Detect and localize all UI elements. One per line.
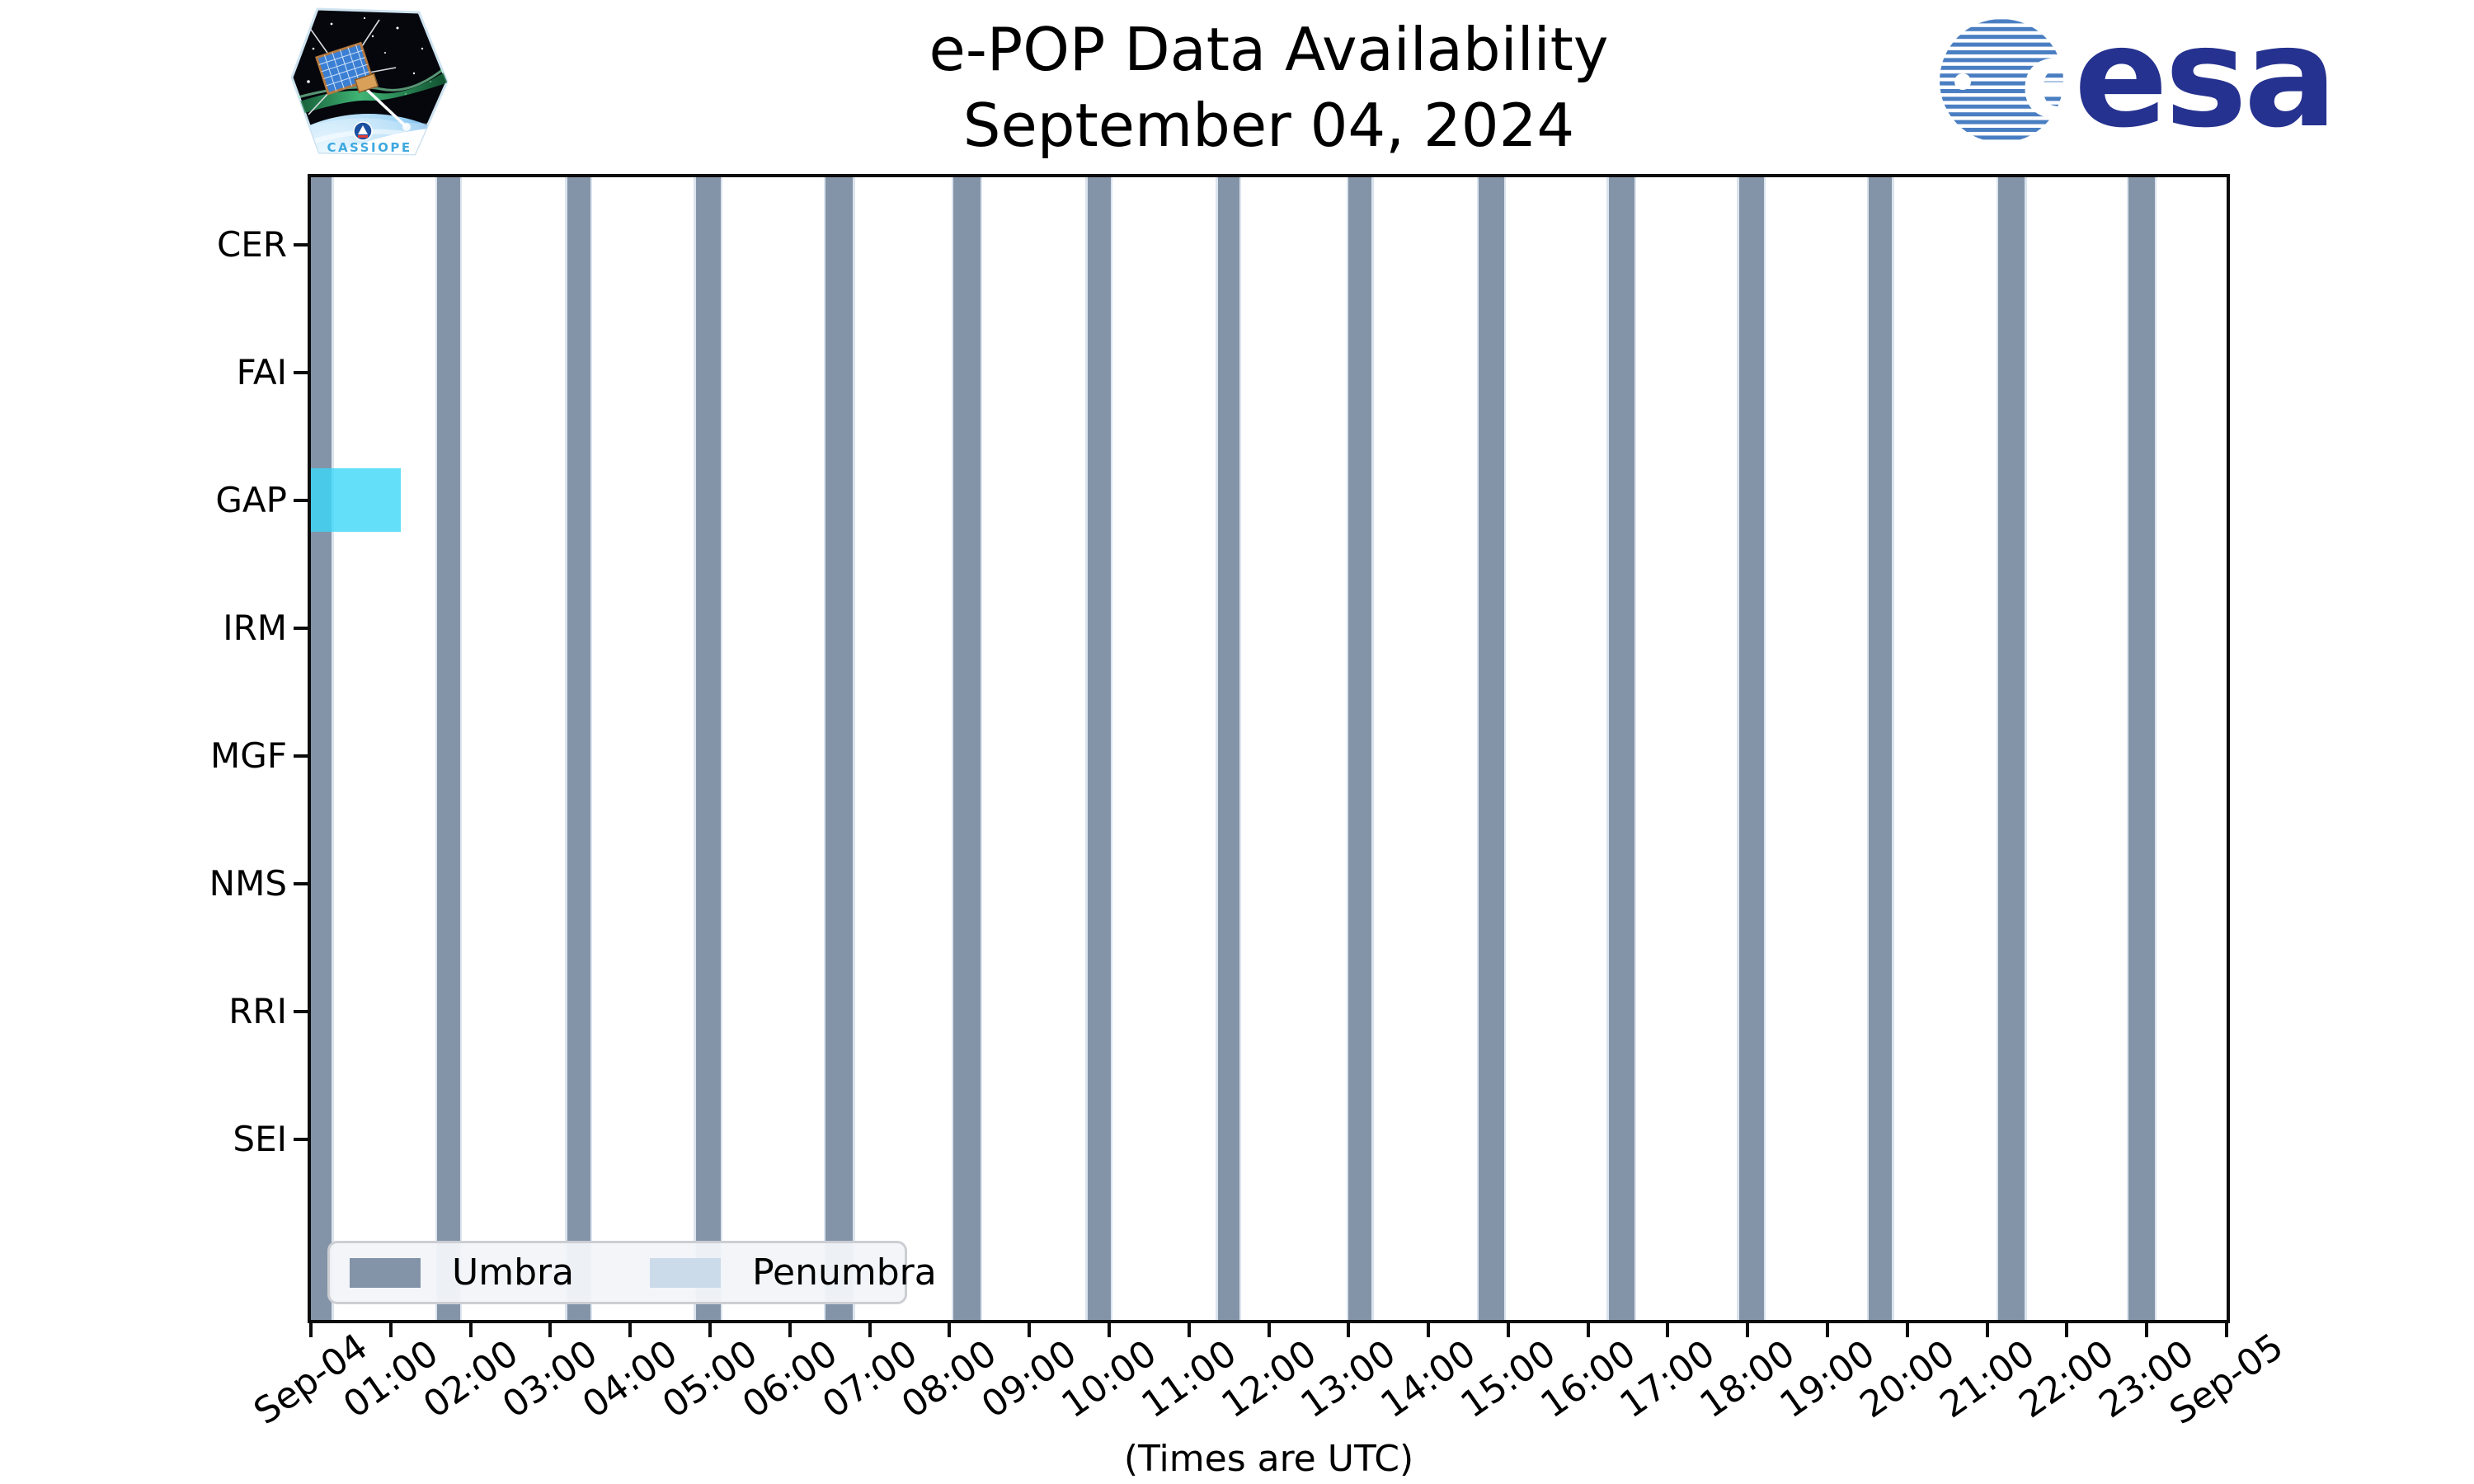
x-tick-label: 11:00 [1134,1331,1244,1427]
x-tick [2225,1323,2228,1337]
legend: Umbra Penumbra [327,1241,937,1304]
cassiope-mission-patch: CASSIOPE [290,3,449,165]
y-tick-label: GAP [215,479,287,520]
x-tick [1187,1323,1191,1337]
y-tick [294,1009,308,1013]
x-tick-label: 10:00 [1054,1331,1164,1427]
x-tick [708,1323,712,1337]
umbra-label: Umbra [452,1252,575,1294]
x-tick-label: 05:00 [655,1331,765,1427]
x-tick [1666,1323,1670,1337]
x-tick [1746,1323,1750,1337]
umbra-band [436,177,460,1320]
chart-title-line2: September 04, 2024 [962,91,1575,160]
x-tick [468,1323,473,1337]
y-tick-label: NMS [209,862,287,904]
umbra-band [1608,177,1634,1320]
x-tick [1347,1323,1351,1337]
x-tick [1427,1323,1431,1337]
penumbra-swatch [650,1257,722,1288]
umbra-band [311,177,332,1320]
x-tick [2065,1323,2069,1337]
chart-title: e-POP Data Availability September 04, 20… [311,12,2227,163]
y-tick-label: FAI [236,351,287,392]
umbra-band [1087,177,1111,1320]
cassiope-patch-icon: CASSIOPE [290,7,449,156]
x-tick [1506,1323,1510,1337]
x-tick-label: 19:00 [1772,1331,1883,1427]
plot-area: Umbra Penumbra [308,174,2230,1323]
x-axis-label: (Times are UTC) [1123,1438,1414,1480]
x-tick [948,1323,952,1337]
x-tick [309,1323,313,1337]
x-tick [1028,1323,1032,1337]
x-tick [2145,1323,2149,1337]
y-tick-label: CER [216,223,287,265]
umbra-band [953,177,981,1320]
esa-globe-icon: e [1940,19,2092,143]
x-tick [868,1323,872,1337]
umbra-band [1217,177,1239,1320]
legend-entry-penumbra: Penumbra [650,1252,937,1294]
y-tick [294,242,308,247]
y-tick-label: RRI [228,990,287,1031]
y-tick [294,498,308,502]
x-tick [1267,1323,1271,1337]
umbra-band [1869,177,1893,1320]
y-tick-label: IRM [223,607,287,648]
umbra-band [1998,177,2025,1320]
y-tick-label: SEI [233,1118,287,1159]
x-tick [388,1323,393,1337]
umbra-band [825,177,854,1320]
y-tick-label: MGF [210,735,287,776]
y-tick [294,370,308,374]
x-tick-label: 06:00 [735,1331,845,1427]
x-tick [1586,1323,1590,1337]
chart-title-line1: e-POP Data Availability [929,15,1609,84]
umbra-band [567,177,590,1320]
umbra-band [1348,177,1372,1320]
y-tick [294,626,308,630]
esa-logo-text: esa [2074,0,2337,158]
y-tick [294,1137,308,1141]
esa-globe-e: e [2020,20,2092,143]
x-tick [1107,1323,1111,1337]
x-tick [1985,1323,1989,1337]
umbra-band [1738,177,1764,1320]
esa-logo: e esa [1938,0,2337,158]
cassiope-patch-label: CASSIOPE [327,140,412,155]
x-tick [1826,1323,1830,1337]
legend-entry-umbra: Umbra [350,1252,574,1294]
x-tick-label: 15:00 [1453,1331,1564,1427]
penumbra-label: Penumbra [752,1252,937,1294]
y-tick [294,754,308,758]
eclipse-bands-layer [311,177,2227,1320]
x-tick [548,1323,553,1337]
y-tick [294,881,308,885]
x-tick [788,1323,792,1337]
x-tick [1905,1323,1909,1337]
availability-bar [311,468,402,533]
umbra-band [695,177,721,1320]
umbra-band [1479,177,1505,1320]
umbra-swatch [350,1257,421,1288]
x-tick [628,1323,633,1337]
umbra-band [2128,177,2155,1320]
x-tick-label: 20:00 [1852,1331,1963,1427]
